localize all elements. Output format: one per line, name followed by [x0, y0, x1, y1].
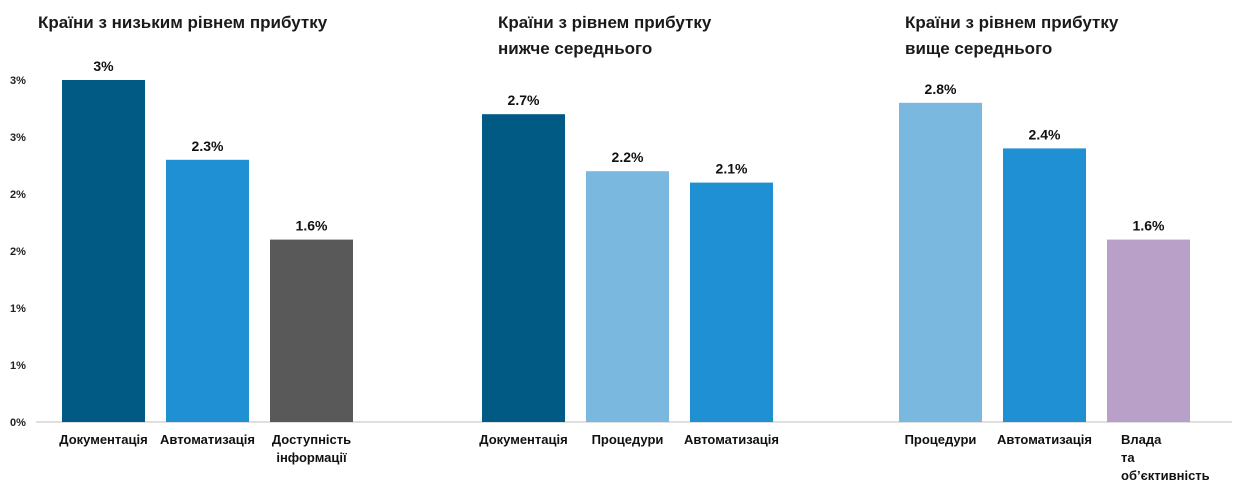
bar [690, 182, 773, 422]
y-tick-label: 1% [10, 303, 26, 315]
category-label: Автоматизація [684, 432, 779, 447]
y-tick-label: 3% [10, 75, 26, 87]
data-label: 2.1% [716, 161, 748, 177]
y-tick-label: 1% [10, 360, 26, 372]
y-tick-label: 2% [10, 246, 26, 258]
bar [482, 114, 565, 422]
category-label: Автоматизація [997, 432, 1092, 447]
category-label: Документація [479, 432, 567, 447]
category-label: Процедури [905, 432, 977, 447]
bar [166, 159, 249, 423]
bar [1107, 239, 1190, 422]
data-label: 2.4% [1029, 126, 1061, 142]
category-label: Влада та об’єктивність [1121, 432, 1210, 483]
data-label: 2.2% [612, 149, 644, 165]
bar [586, 171, 669, 422]
category-label: Процедури [592, 432, 664, 447]
bar [270, 239, 353, 422]
panel-title-lower-middle-income: Країни з рівнем прибутку нижче середньог… [498, 13, 712, 58]
data-label: 2.7% [508, 92, 540, 108]
data-label: 2.3% [192, 138, 224, 154]
data-label: 1.6% [1133, 218, 1165, 234]
y-tick-label: 3% [10, 132, 26, 144]
category-label: Доступність інформації [272, 432, 351, 465]
bar [899, 102, 982, 423]
data-label: 1.6% [296, 218, 328, 234]
panel-title-upper-middle-income: Країни з рівнем прибутку вище середнього [905, 13, 1119, 58]
category-label: Документація [59, 432, 147, 447]
panel-title-low-income: Країни з низьким рівнем прибутку [38, 13, 328, 32]
y-tick-label: 2% [10, 189, 26, 201]
bar [62, 80, 145, 422]
category-label: Автоматизація [160, 432, 255, 447]
bar [1003, 148, 1086, 422]
y-tick-label: 0% [10, 417, 26, 429]
data-label: 2.8% [925, 81, 957, 97]
data-label: 3% [93, 58, 114, 74]
